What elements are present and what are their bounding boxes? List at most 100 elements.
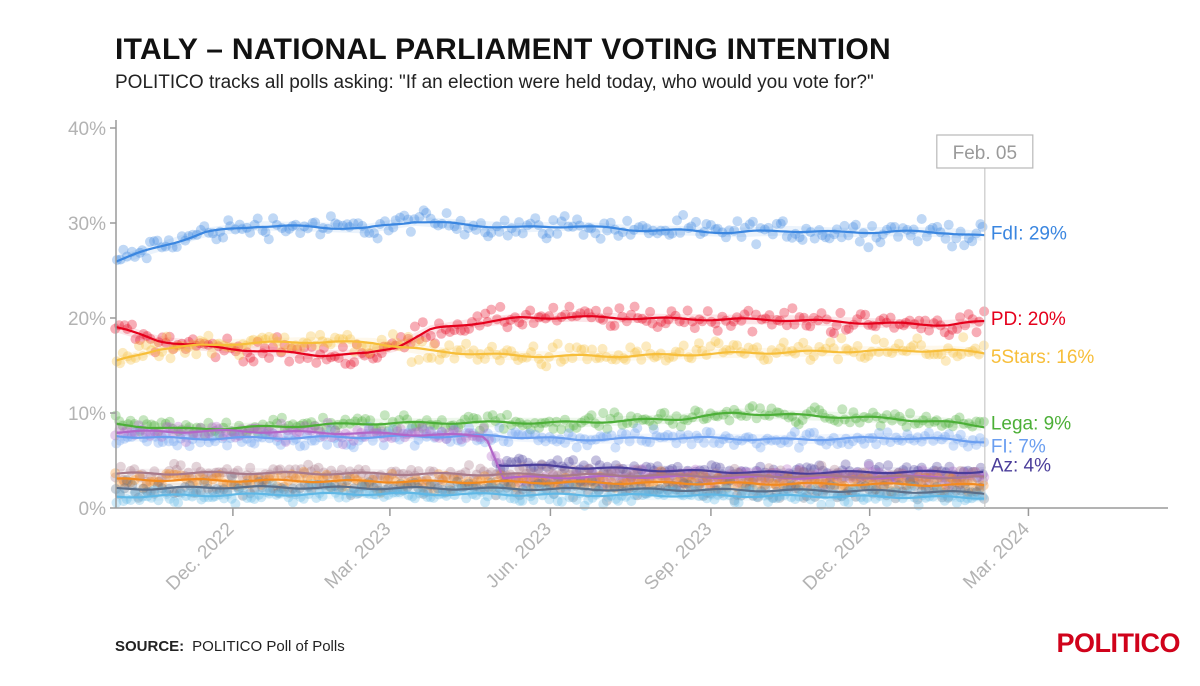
poll-dot <box>713 338 724 349</box>
poll-dot <box>555 356 566 367</box>
poll-dot <box>587 344 597 355</box>
poll-dot <box>378 440 389 451</box>
poll-dot <box>975 433 985 444</box>
poll-dot <box>709 494 720 505</box>
poll-dot <box>456 436 467 447</box>
poll-dot <box>388 424 398 435</box>
poll-dot <box>787 303 798 314</box>
poll-dot <box>613 495 624 506</box>
poll-dot <box>759 354 770 365</box>
poll-dot <box>693 407 704 418</box>
poll-dot <box>202 478 213 489</box>
poll-dot <box>859 438 870 449</box>
poll-dot <box>825 498 836 509</box>
series-end-label: Az: 4% <box>991 455 1051 476</box>
poll-dot <box>114 487 125 498</box>
poll-dot <box>479 484 490 494</box>
poll-dot <box>559 354 570 365</box>
trend-line <box>115 221 985 263</box>
poll-dot <box>537 228 548 239</box>
poll-dot <box>203 492 214 503</box>
poll-dot <box>893 338 904 349</box>
poll-dot <box>514 496 525 506</box>
poll-dot <box>118 496 129 507</box>
poll-dot <box>112 254 122 265</box>
poll-dot <box>598 499 609 510</box>
poll-dot <box>936 420 947 431</box>
poll-dot <box>667 228 678 239</box>
poll-dot <box>464 460 474 471</box>
poll-dot <box>801 429 812 440</box>
poll-dot <box>249 494 260 504</box>
poll-dot <box>424 426 435 437</box>
poll-dot <box>890 409 900 420</box>
poll-dot <box>808 351 819 362</box>
poll-dot <box>977 221 988 232</box>
poll-dot <box>118 244 129 255</box>
poll-dot <box>625 229 636 240</box>
poll-dot <box>309 435 320 446</box>
poll-dot <box>963 441 973 452</box>
chart-title: ITALY – NATIONAL PARLIAMENT VOTING INTEN… <box>115 33 892 66</box>
poll-dot <box>395 212 405 223</box>
poll-dot <box>249 438 260 449</box>
poll-dot <box>173 497 184 508</box>
poll-dot <box>541 361 552 372</box>
poll-dot <box>268 414 279 425</box>
poll-dot <box>756 474 767 485</box>
poll-dot <box>952 351 963 362</box>
poll-dot <box>805 321 816 332</box>
poll-dot <box>912 333 923 344</box>
trend-line <box>115 433 985 444</box>
poll-dot <box>372 233 383 244</box>
poll-dot <box>814 405 825 416</box>
poll-dot <box>548 215 559 226</box>
poll-dot <box>487 410 498 421</box>
poll-dot <box>321 423 332 434</box>
poll-dot <box>691 344 702 355</box>
poll-dot <box>656 316 667 327</box>
poll-dot <box>234 350 245 361</box>
poll-dot <box>226 493 237 504</box>
poll-dot <box>809 464 820 475</box>
poll-dot <box>841 343 852 354</box>
poll-dot <box>783 437 794 448</box>
poll-dot <box>478 423 489 434</box>
poll-dot <box>583 222 594 233</box>
poll-dot <box>955 429 966 440</box>
poll-dot <box>345 359 356 370</box>
poll-dot <box>246 437 257 448</box>
poll-dot <box>421 474 432 485</box>
poll-dot <box>875 237 886 248</box>
poll-dot <box>801 320 812 331</box>
poll-dot <box>356 341 367 352</box>
poll-dot <box>844 417 855 428</box>
poll-dot <box>760 475 771 486</box>
poll-dot <box>514 317 525 328</box>
poll-dot <box>624 436 635 447</box>
poll-dot <box>501 455 512 466</box>
poll-dot <box>180 347 190 358</box>
poll-dot <box>728 340 739 350</box>
poll-dot <box>751 438 762 449</box>
poll-dot <box>478 466 489 477</box>
poll-dot <box>544 494 555 505</box>
poll-dot <box>149 236 159 247</box>
poll-dot <box>967 236 978 247</box>
poll-dot <box>295 343 306 354</box>
poll-dot <box>672 215 682 226</box>
poll-dot <box>514 217 524 228</box>
poll-dot <box>659 490 670 500</box>
poll-dot <box>871 439 882 450</box>
poll-dot <box>851 481 862 492</box>
poll-dot <box>714 438 725 449</box>
poll-dot <box>764 310 775 321</box>
poll-dot <box>145 236 155 247</box>
poll-dot <box>283 420 294 431</box>
poll-dot <box>595 233 606 244</box>
poll-dot <box>694 491 705 502</box>
trend-line <box>115 477 985 487</box>
y-tick-label: 10% <box>68 404 106 425</box>
poll-dot <box>257 482 267 493</box>
